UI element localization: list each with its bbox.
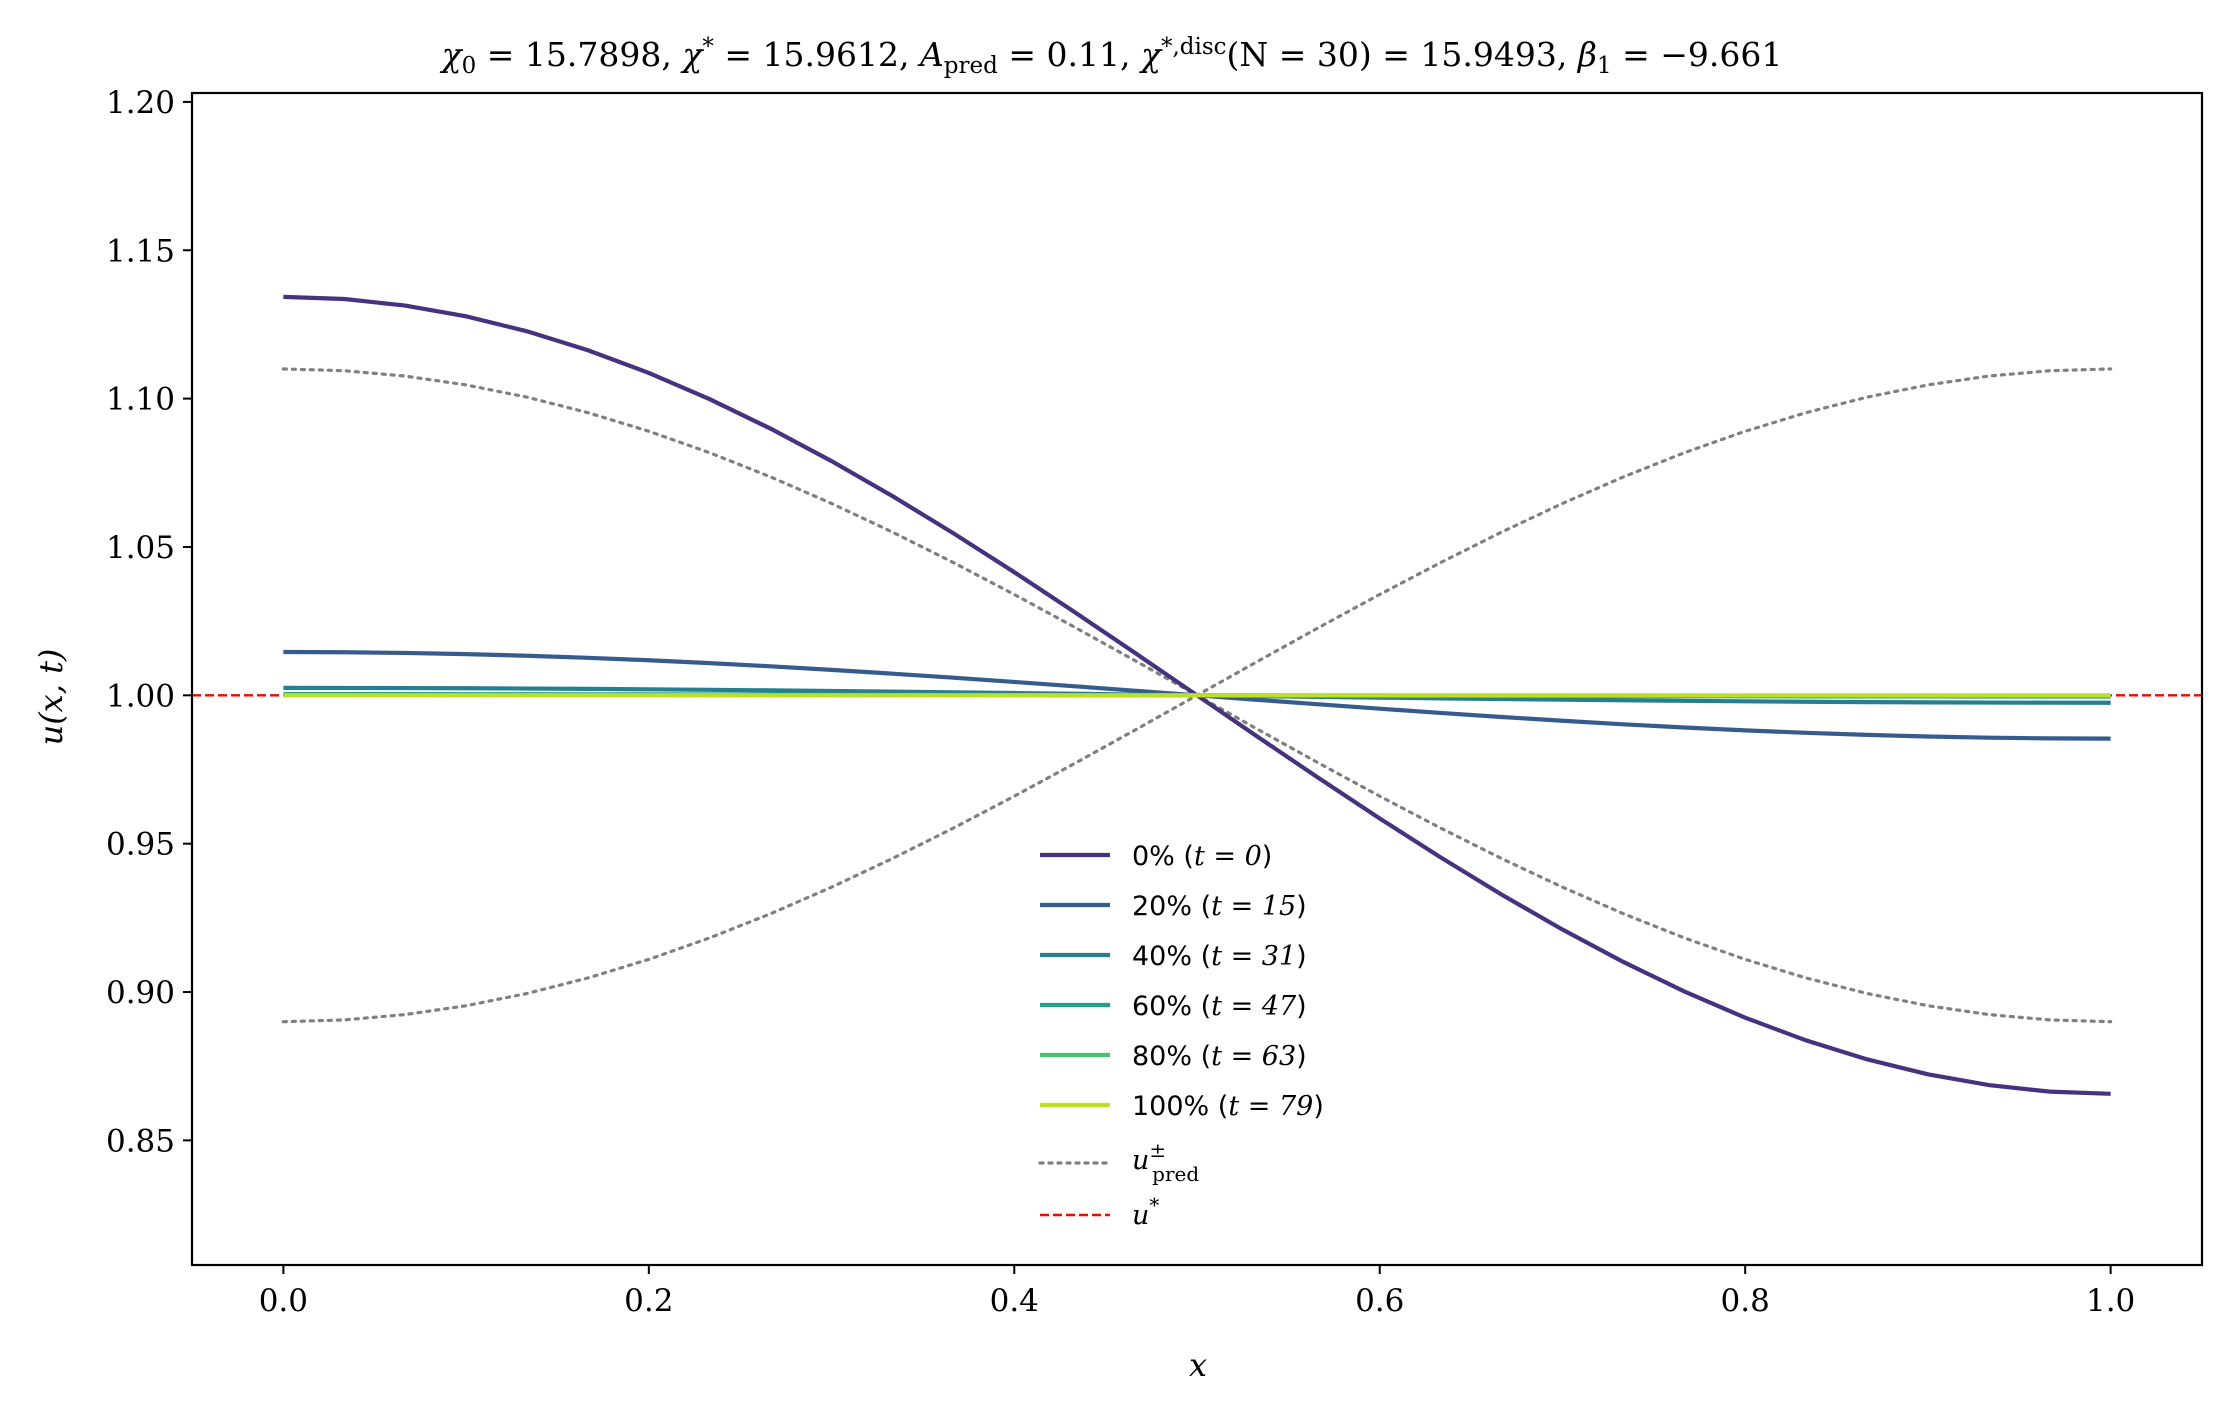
y-tick-label-7: 1.20: [106, 85, 175, 121]
y-tick-label-3: 1.00: [106, 678, 175, 714]
x-tick-label-3: 0.6: [1355, 1283, 1404, 1319]
legend-label-2: 40% (t = 31): [1132, 941, 1307, 972]
axis-ticks: 0.0 0.2 0.4 0.6 0.8 1.0 0.85 0.90 0.95 1.00 1.05 1.…: [106, 85, 2135, 1319]
y-tick-label-4: 1.05: [106, 530, 175, 566]
x-tick-label-4: 0.8: [1721, 1283, 1770, 1319]
legend-label-5: 100% (t = 79): [1132, 1091, 1324, 1122]
legend-label-1: 20% (t = 15): [1132, 891, 1307, 922]
legend-label-reference: u*: [1132, 1193, 1159, 1231]
y-tick-label-2: 0.95: [106, 827, 175, 863]
legend: 0% (t = 0) 20% (t = 15) 40% (t = 31) 60% (t…: [1038, 841, 1324, 1231]
y-axis-label: u(x, t): [32, 649, 70, 746]
legend-label-4: 80% (t = 63): [1132, 1041, 1307, 1072]
data-lines: [192, 294, 2202, 1096]
y-tick-label-5: 1.10: [106, 382, 175, 418]
y-tick-label-6: 1.15: [106, 233, 175, 269]
x-tick-label-5: 1.0: [2086, 1283, 2135, 1319]
plot-frame: [190, 91, 2204, 1267]
legend-label-0: 0% (t = 0): [1132, 841, 1272, 872]
x-axis-label: x: [1189, 1346, 1207, 1384]
plot-area: [190, 91, 2204, 1267]
y-tick-label-0: 0.85: [106, 1123, 175, 1159]
legend-label-prediction: u± pred: [1132, 1138, 1199, 1186]
chart-title: χ0 = 15.7898, χ* = 15.9612, Apred = 0.11…: [440, 34, 1783, 79]
x-tick-label-0: 0.0: [259, 1283, 308, 1319]
y-tick-label-1: 0.90: [106, 975, 175, 1011]
legend-label-3: 60% (t = 47): [1132, 991, 1307, 1022]
x-tick-label-2: 0.4: [990, 1283, 1039, 1319]
x-tick-label-1: 0.2: [624, 1283, 673, 1319]
